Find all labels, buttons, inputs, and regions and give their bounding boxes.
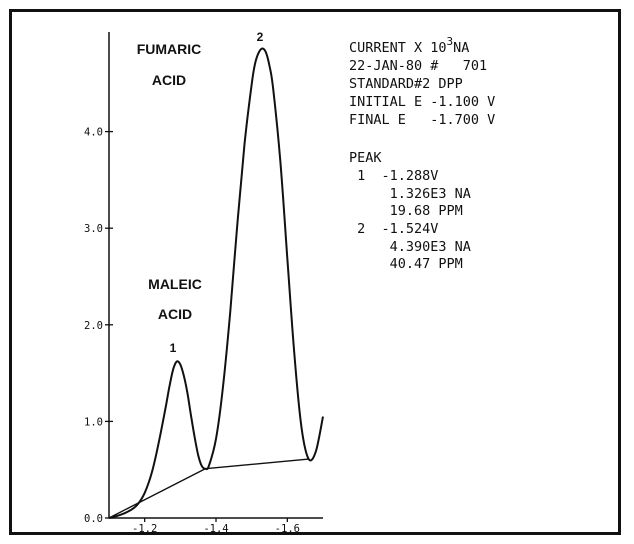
fumaric-acid-label: ACID [152,72,186,88]
maleic-acid-label: ACID [158,306,192,322]
maleic-label: MALEIC [148,276,202,292]
y-ticks: 0.0 1.0 2.0 3.0 4.0 [84,127,113,525]
y-tick-label: 4.0 [84,127,103,139]
info-line-date: 22-JAN-80 # 701 [349,58,487,74]
peak2-current: 4.390E3 NA [349,239,471,255]
current-scale-unit: NA [453,40,469,56]
peak1-current: 1.326E3 NA [349,186,471,202]
x-tick-label: -1.4 [203,523,228,532]
polarogram-trace [108,47,324,519]
current-scale-line: CURRENT X 103NA [349,35,469,56]
plot-frame: 0.0 1.0 2.0 3.0 4.0 -1.2 -1.4 -1.6 FUMARIC ACI… [9,9,621,535]
baseline-segment [108,458,309,519]
fumaric-label: FUMARIC [137,41,202,57]
info-line-standard: STANDARD#2 DPP [349,76,463,92]
peak2-potential: 2 -1.524V [349,221,438,237]
current-scale-text: CURRENT X 10 [349,40,447,56]
x-tick-label: -1.2 [132,523,157,532]
y-tick-label: 0.0 [84,513,103,525]
series-lines [108,47,324,519]
peak-table-title: PEAK [349,150,382,166]
y-tick-label: 2.0 [84,320,103,332]
y-tick-label: 3.0 [84,223,103,235]
polarogram-chart: 0.0 1.0 2.0 3.0 4.0 -1.2 -1.4 -1.6 FUMARIC ACI… [84,30,495,532]
current-scale-exponent: 3 [447,35,454,48]
info-line-initial-e: INITIAL E -1.100 V [349,94,495,110]
peak2-ppm: 40.47 PPM [349,256,463,272]
peak1-ppm: 19.68 PPM [349,203,463,219]
x-ticks: -1.2 -1.4 -1.6 [132,518,300,532]
peak-2-number: 2 [257,30,264,44]
peak1-potential: 1 -1.288V [349,168,438,184]
x-tick-label: -1.6 [275,523,300,532]
info-line-final-e: FINAL E -1.700 V [349,112,495,128]
y-tick-label: 1.0 [84,416,103,428]
peak-1-number: 1 [170,341,177,355]
